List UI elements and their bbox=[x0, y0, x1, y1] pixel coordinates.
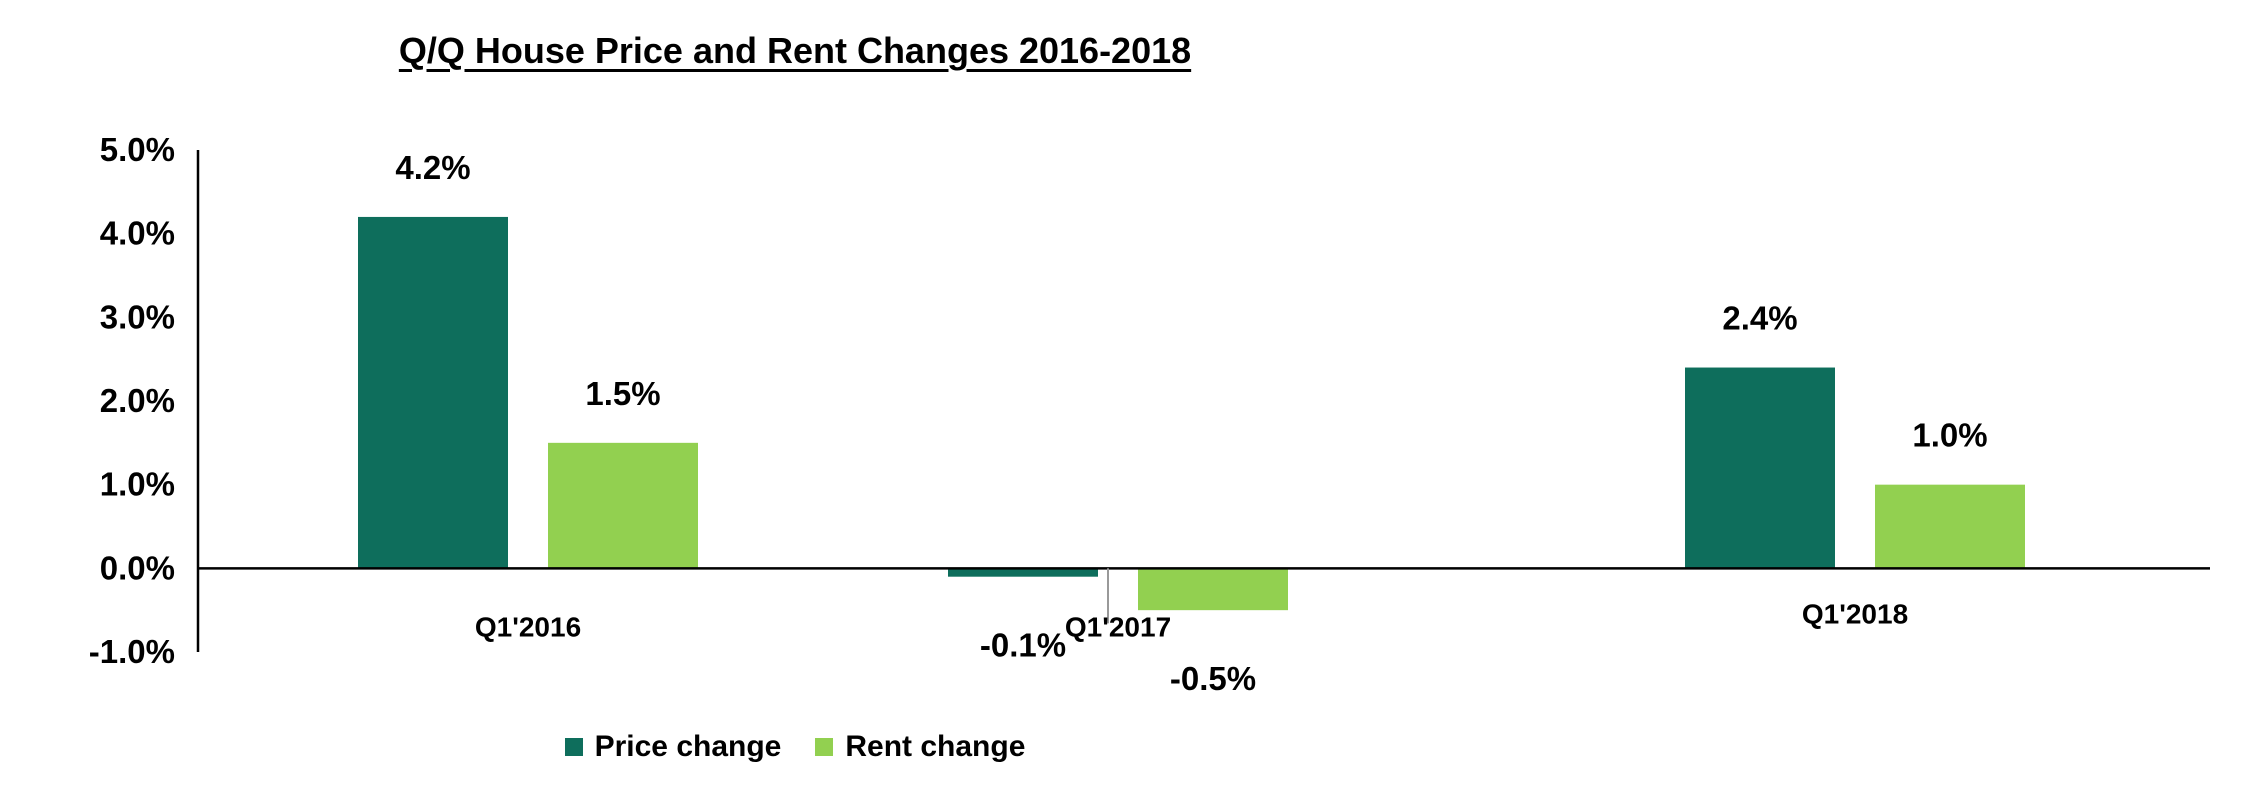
category-label: Q1'2017 bbox=[1065, 611, 1171, 642]
price-change-bar bbox=[358, 216, 508, 569]
legend-swatch-price bbox=[564, 738, 583, 756]
chart-title: Q/Q House Price and Rent Changes 2016-20… bbox=[398, 30, 1192, 71]
category-label: Q1'2018 bbox=[1802, 598, 1908, 629]
y-tick-label: 2.0% bbox=[100, 382, 175, 419]
legend-label-rent: Rent change bbox=[845, 730, 1026, 763]
rent-change-bar bbox=[1875, 484, 2025, 569]
legend: Price change Rent change bbox=[0, 730, 1590, 764]
y-tick-label: -1.0% bbox=[89, 633, 175, 670]
data-label: 2.4% bbox=[1722, 300, 1797, 337]
rent-change-bar bbox=[548, 442, 698, 569]
y-tick-label: 3.0% bbox=[100, 298, 175, 335]
data-label: 1.0% bbox=[1912, 417, 1987, 454]
rent-change-bar bbox=[1138, 568, 1288, 611]
data-label: -0.1% bbox=[980, 627, 1066, 664]
price-change-bar bbox=[1685, 367, 1835, 569]
data-label: 4.2% bbox=[395, 149, 470, 186]
y-tick-label: 4.0% bbox=[100, 215, 175, 252]
y-tick-label: 5.0% bbox=[100, 131, 175, 168]
legend-item-rent: Rent change bbox=[815, 730, 1025, 764]
legend-item-price: Price change bbox=[564, 730, 782, 764]
y-tick-label: 1.0% bbox=[100, 466, 175, 503]
y-tick-label: 0.0% bbox=[100, 549, 175, 586]
price-change-bar bbox=[948, 568, 1098, 577]
legend-label-price: Price change bbox=[594, 730, 782, 763]
data-label: -0.5% bbox=[1170, 660, 1256, 697]
category-label: Q1'2016 bbox=[475, 611, 581, 642]
legend-swatch-rent bbox=[815, 738, 834, 756]
data-label: 1.5% bbox=[585, 375, 660, 412]
